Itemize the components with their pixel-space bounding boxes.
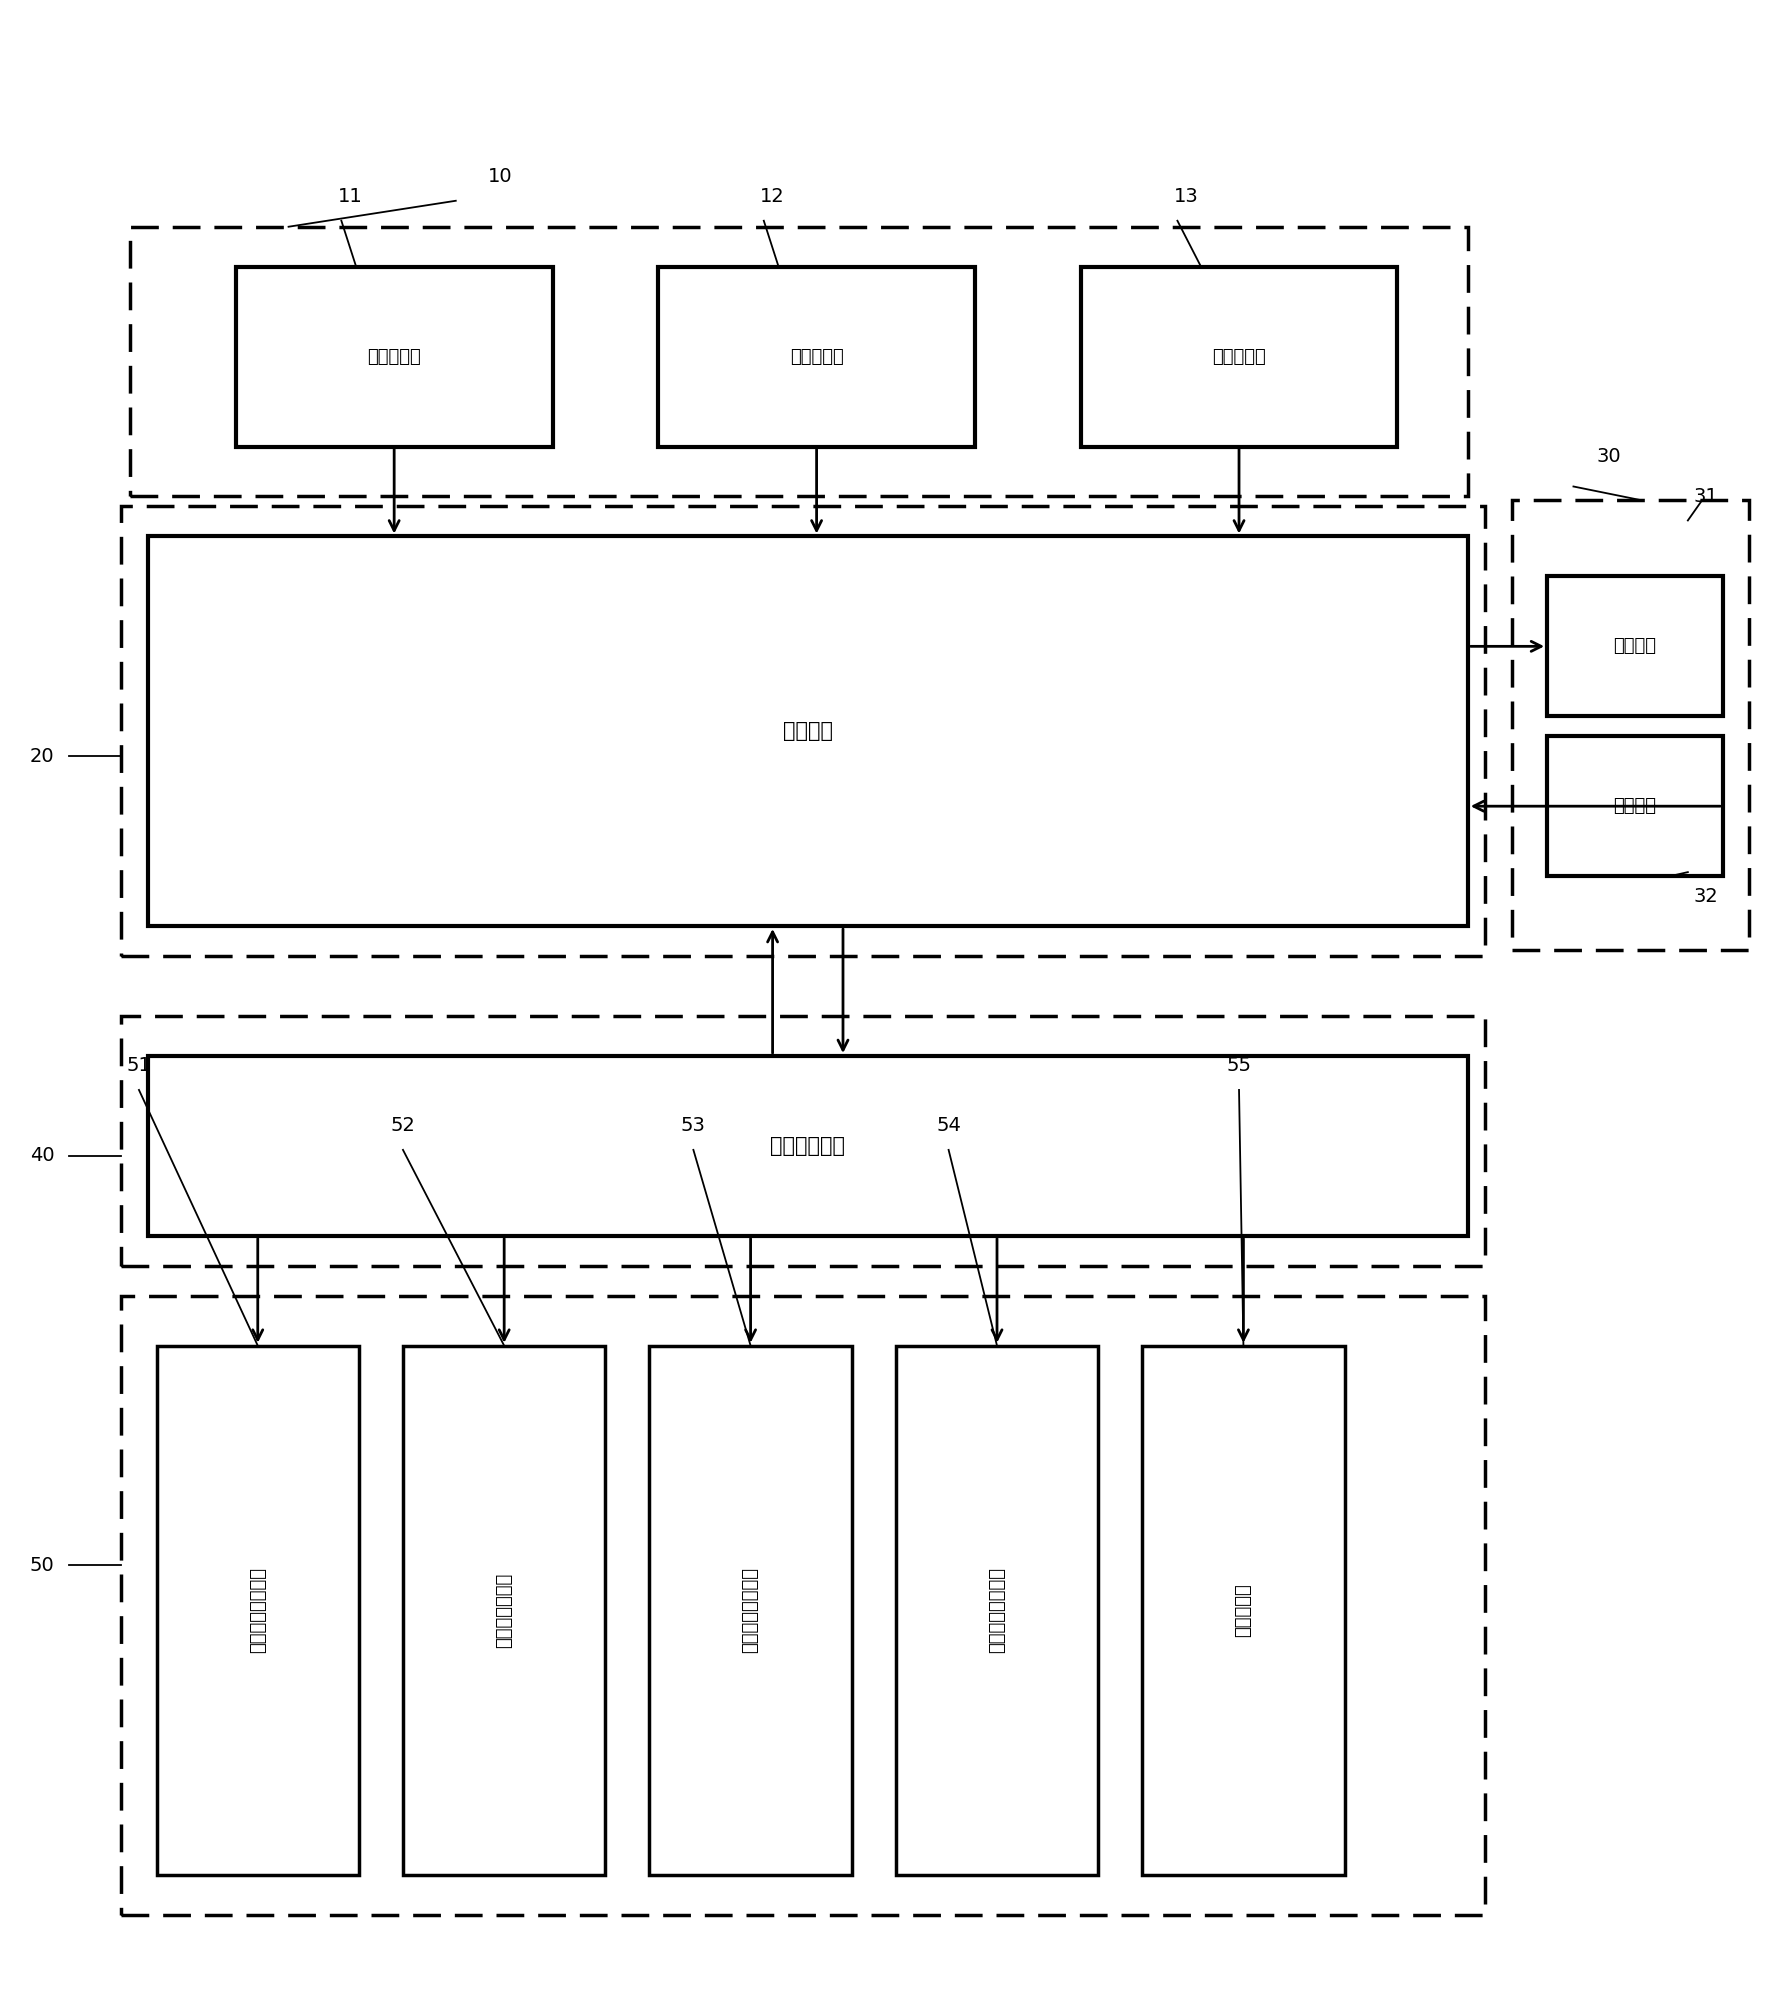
Bar bbox=[402, 1346, 605, 1875]
Bar bbox=[1511, 501, 1748, 950]
Bar bbox=[1080, 268, 1397, 447]
Text: 输出装置: 输出装置 bbox=[1613, 638, 1656, 656]
Text: 采食区偶数组风机: 采食区偶数组风机 bbox=[741, 1567, 759, 1654]
Text: 湿度传感器: 湿度传感器 bbox=[367, 348, 420, 366]
Bar bbox=[895, 1346, 1097, 1875]
Bar bbox=[236, 268, 551, 447]
Bar bbox=[658, 268, 975, 447]
Text: 11: 11 bbox=[337, 187, 362, 207]
Text: 20: 20 bbox=[30, 746, 55, 767]
Text: 30: 30 bbox=[1596, 447, 1621, 467]
Bar bbox=[121, 1296, 1484, 1915]
Bar bbox=[1142, 1346, 1344, 1875]
Text: 50: 50 bbox=[30, 1555, 55, 1575]
Text: 12: 12 bbox=[761, 187, 784, 207]
Text: 喷淋电磁阀: 喷淋电磁阀 bbox=[1234, 1583, 1252, 1638]
Bar bbox=[1546, 575, 1722, 716]
Bar bbox=[147, 537, 1466, 926]
Text: 51: 51 bbox=[126, 1056, 151, 1076]
Text: 执行驱动单元: 执行驱动单元 bbox=[769, 1137, 844, 1155]
Bar bbox=[121, 507, 1484, 956]
Bar bbox=[129, 227, 1466, 497]
Text: 52: 52 bbox=[390, 1117, 415, 1135]
Bar bbox=[147, 1056, 1466, 1235]
Text: 55: 55 bbox=[1225, 1056, 1250, 1076]
Text: 10: 10 bbox=[488, 167, 512, 187]
Text: 输入装置: 输入装置 bbox=[1613, 797, 1656, 815]
Text: 休息区奇数组风: 休息区奇数组风 bbox=[495, 1573, 512, 1648]
Text: 31: 31 bbox=[1691, 487, 1716, 505]
Text: 54: 54 bbox=[936, 1117, 961, 1135]
Text: 主控单元: 主控单元 bbox=[782, 720, 832, 740]
Bar bbox=[1546, 736, 1722, 875]
Text: 40: 40 bbox=[30, 1147, 55, 1165]
Text: 休息区偶数组风机: 休息区偶数组风机 bbox=[248, 1567, 266, 1654]
Bar bbox=[121, 1016, 1484, 1266]
Text: 13: 13 bbox=[1174, 187, 1199, 207]
Text: 温度传感器: 温度传感器 bbox=[789, 348, 842, 366]
Text: 采食区奇数组风机: 采食区奇数组风机 bbox=[988, 1567, 1005, 1654]
Bar bbox=[156, 1346, 358, 1875]
Bar bbox=[649, 1346, 851, 1875]
Text: 53: 53 bbox=[681, 1117, 706, 1135]
Text: 光照传感器: 光照传感器 bbox=[1211, 348, 1266, 366]
Text: 32: 32 bbox=[1691, 887, 1716, 905]
